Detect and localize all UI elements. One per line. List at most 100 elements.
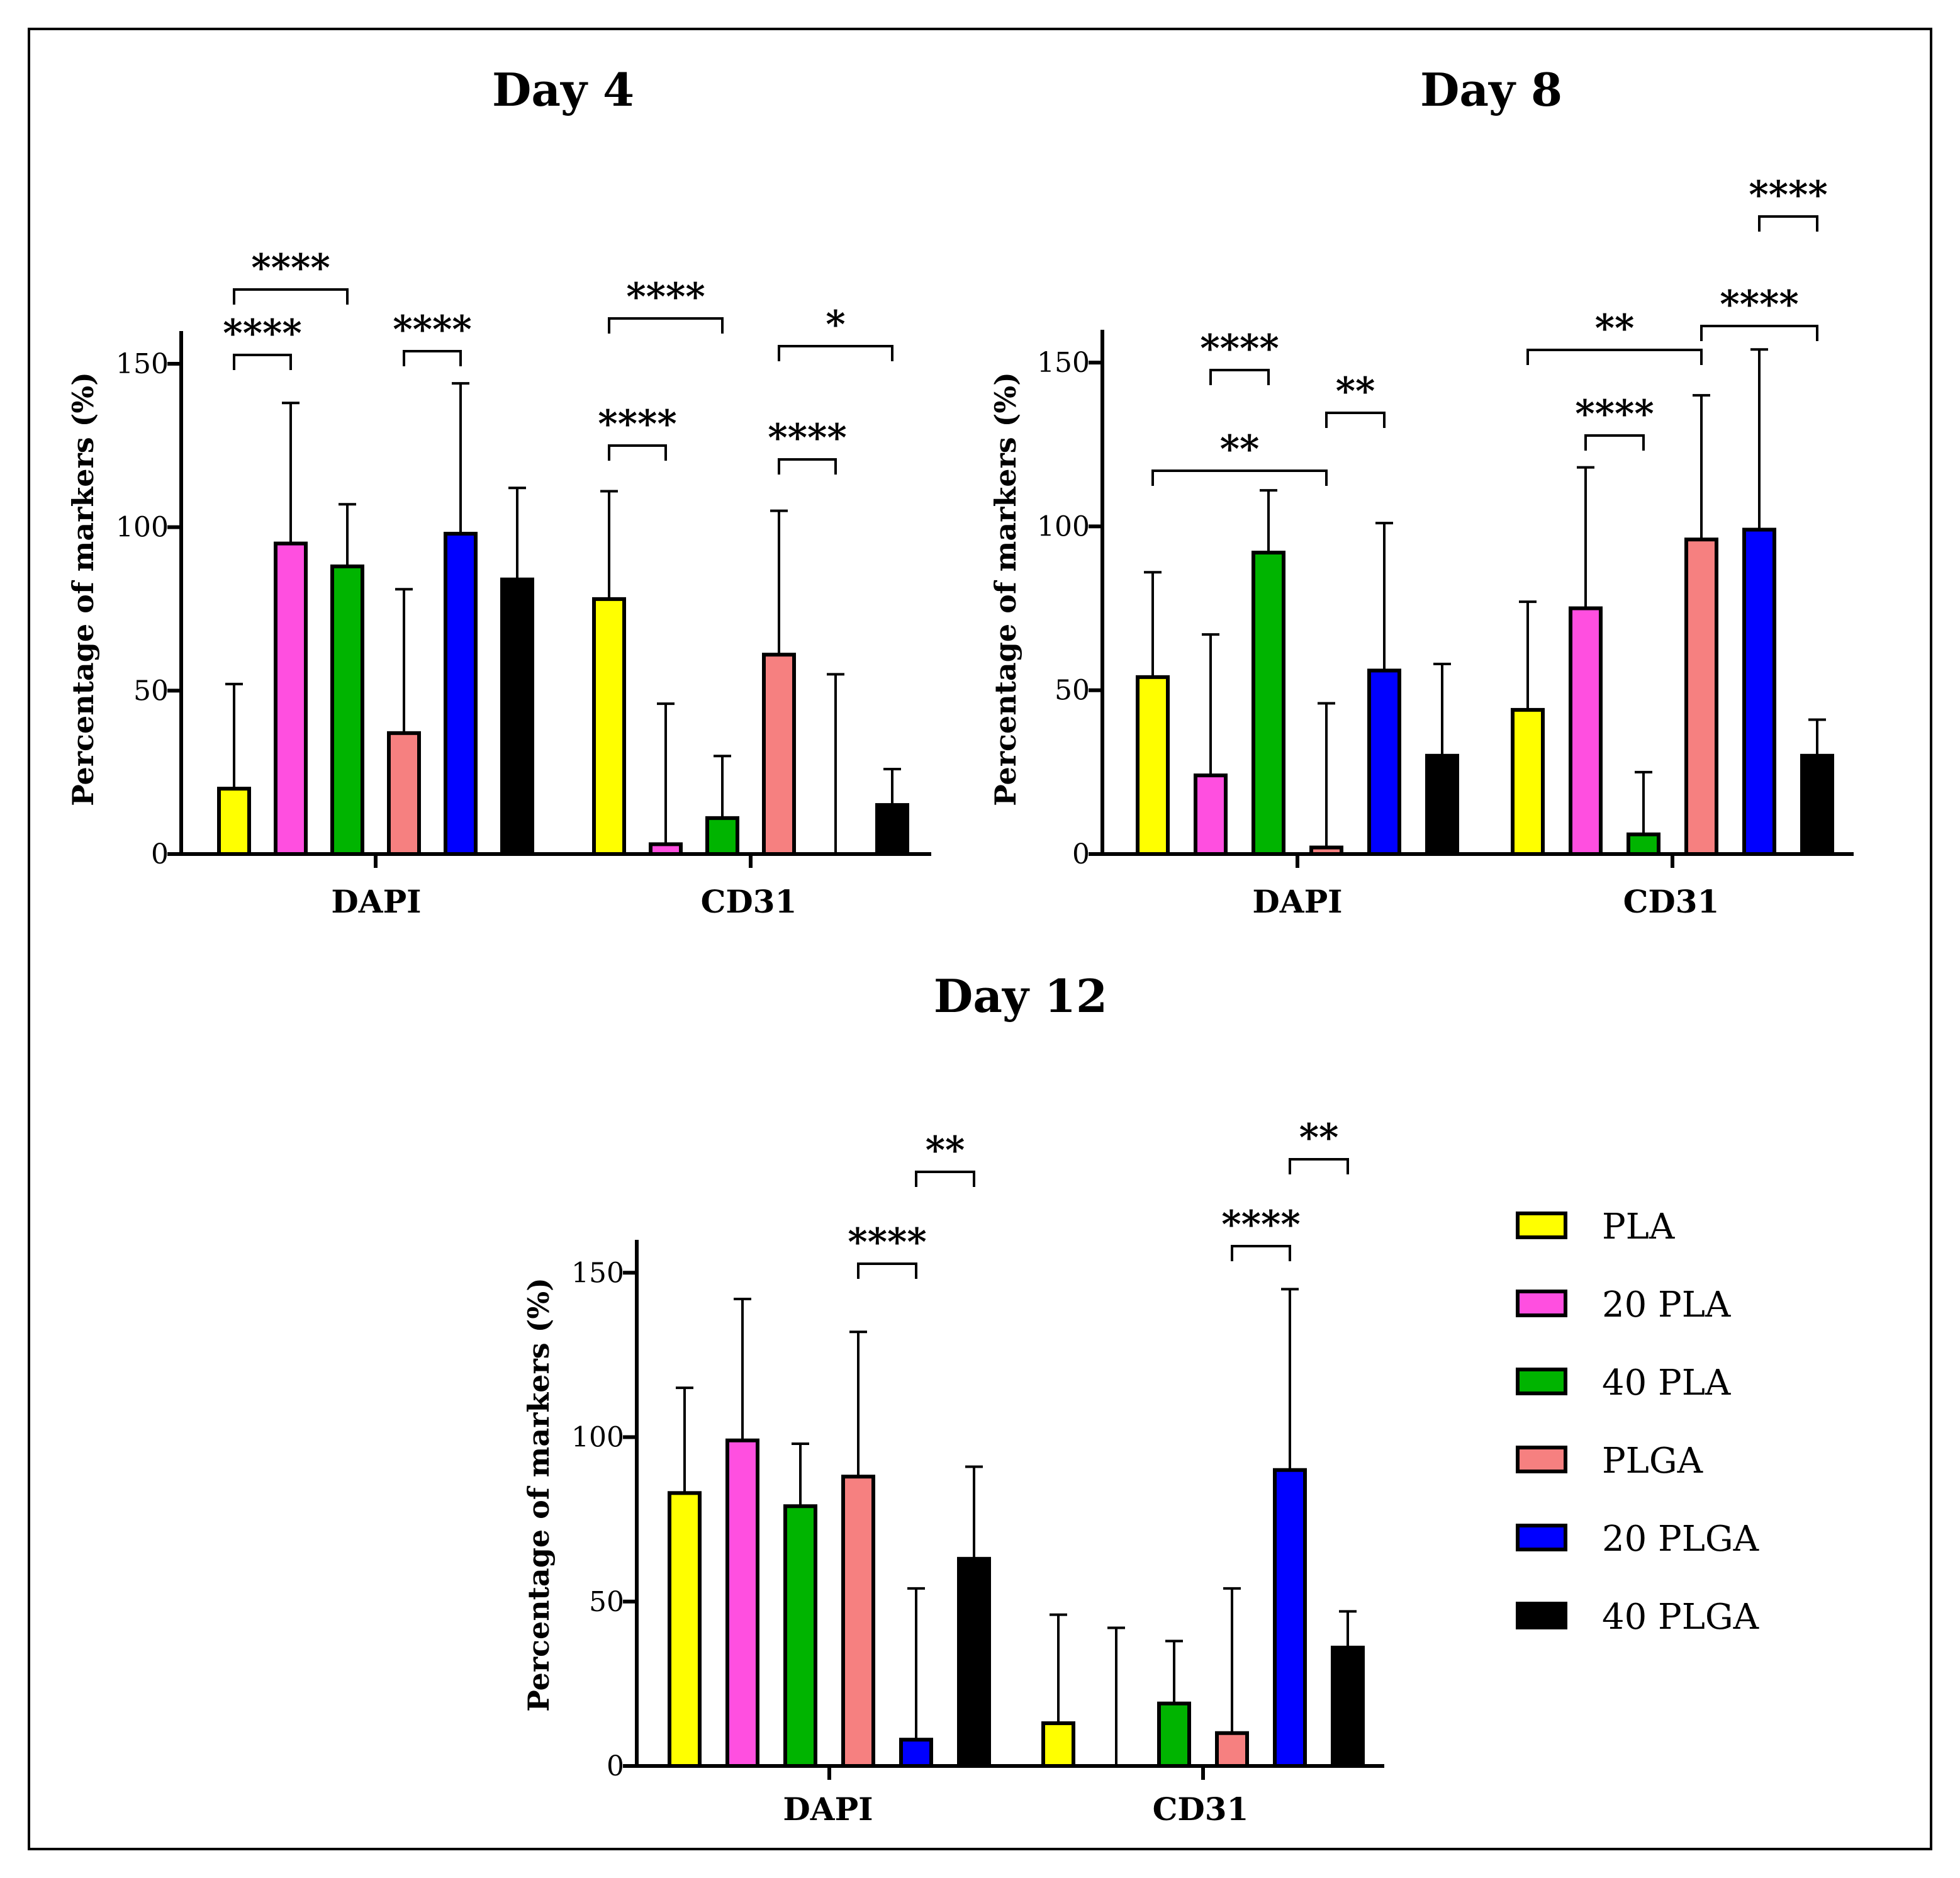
significance-bracket	[857, 1262, 917, 1279]
figure-frame	[28, 28, 1932, 1850]
legend-swatch	[1516, 1368, 1567, 1395]
bar	[444, 532, 478, 856]
significance-label: ****	[1720, 283, 1799, 327]
significance-bracket	[1231, 1245, 1291, 1261]
chart-day-4: Day 4 Percentage of markers (%) DAPI CD3…	[66, 63, 931, 920]
significance-bracket	[1209, 369, 1270, 385]
bar	[1425, 753, 1459, 856]
bar	[783, 1504, 817, 1768]
x-category-label: DAPI	[331, 883, 421, 920]
bar	[957, 1556, 991, 1768]
legend-item: PLA	[1516, 1206, 1675, 1247]
bar	[1041, 1721, 1075, 1768]
bar	[1194, 773, 1228, 857]
significance-bracket	[1758, 215, 1818, 232]
bar	[500, 577, 534, 856]
significance-bracket	[1325, 412, 1386, 428]
bar	[899, 1738, 933, 1768]
bar	[1684, 537, 1718, 856]
significance-label: ****	[626, 275, 705, 319]
significance-bracket	[778, 458, 837, 475]
significance-label: **	[1220, 427, 1260, 471]
legend-item: 40 PLA	[1516, 1363, 1731, 1403]
significance-bracket	[778, 345, 893, 361]
legend-swatch	[1516, 1212, 1567, 1239]
bar	[705, 816, 739, 857]
chart-title: Day 12	[934, 969, 1107, 1023]
significance-bracket	[1151, 470, 1328, 486]
y-tick-label: 50	[133, 675, 169, 707]
bar	[1800, 753, 1834, 856]
chart-title: Day 4	[492, 63, 634, 116]
legend-swatch	[1516, 1446, 1567, 1473]
significance-label: ****	[1200, 327, 1279, 371]
bar	[1742, 527, 1776, 856]
bar	[875, 803, 909, 856]
y-tick-label: 100	[571, 1422, 624, 1454]
significance-label: ****	[598, 402, 677, 446]
bar	[1136, 675, 1170, 857]
y-tick-label: 0	[1072, 838, 1090, 870]
bar	[274, 541, 308, 856]
bar	[668, 1491, 702, 1768]
legend-label: PLGA	[1602, 1441, 1703, 1482]
y-axis-label: Percentage of markers (%)	[988, 372, 1022, 806]
y-tick-label: 150	[1037, 347, 1090, 379]
significance-bracket	[233, 354, 292, 370]
x-category-label: DAPI	[783, 1791, 873, 1828]
legend-item: 40 PLGA	[1516, 1597, 1759, 1638]
bar	[1367, 668, 1401, 856]
x-category-label: CD31	[1623, 883, 1720, 920]
chart-title: Day 8	[1420, 63, 1562, 116]
chart-day-8: Day 8 Percentage of markers (%) DAPI CD3…	[988, 63, 1854, 920]
y-axis-label: Percentage of markers (%)	[522, 1278, 556, 1712]
significance-label: ****	[223, 312, 302, 356]
bar	[762, 653, 796, 857]
bar	[841, 1475, 875, 1768]
bar	[330, 564, 364, 856]
bar	[1309, 845, 1343, 857]
significance-label: ****	[1749, 173, 1828, 217]
y-tick-label: 50	[1055, 675, 1090, 707]
significance-label: **	[926, 1128, 965, 1172]
significance-bracket	[403, 350, 462, 366]
significance-bracket	[1289, 1158, 1349, 1174]
bar	[725, 1438, 759, 1768]
significance-label: ****	[251, 246, 330, 290]
bar	[217, 787, 251, 856]
bar	[1627, 832, 1660, 856]
bar	[1569, 606, 1603, 856]
significance-bracket	[915, 1171, 975, 1187]
legend-swatch	[1516, 1290, 1567, 1317]
significance-label: ****	[1221, 1203, 1301, 1247]
legend-label: 20 PLA	[1602, 1285, 1731, 1325]
bar	[1273, 1468, 1307, 1768]
y-tick-label: 100	[1037, 510, 1090, 543]
bar	[1215, 1731, 1249, 1768]
significance-bracket	[608, 317, 724, 334]
significance-label: ****	[1575, 392, 1654, 436]
significance-label: **	[1595, 306, 1635, 351]
bar	[592, 597, 626, 856]
bar	[649, 842, 683, 856]
bar	[1157, 1701, 1191, 1768]
legend-item: 20 PLA	[1516, 1285, 1731, 1325]
bar	[1252, 551, 1285, 857]
chart-day-12: Day 12 Percentage of markers (%) DAPI CD…	[522, 969, 1384, 1828]
y-tick-label: 100	[116, 512, 169, 544]
significance-label: **	[1336, 369, 1375, 413]
bar	[1511, 707, 1545, 857]
legend-label: 20 PLGA	[1602, 1519, 1759, 1560]
bar	[387, 731, 421, 857]
y-axis-label: Percentage of markers (%)	[66, 372, 100, 806]
legend-swatch	[1516, 1524, 1567, 1551]
significance-bracket	[608, 444, 667, 461]
y-tick-label: 0	[151, 838, 169, 870]
significance-label: *	[826, 303, 845, 347]
y-tick-label: 50	[589, 1586, 624, 1618]
x-category-label: DAPI	[1252, 883, 1342, 920]
significance-label: **	[1299, 1116, 1339, 1160]
legend-label: 40 PLGA	[1602, 1597, 1759, 1638]
y-tick-label: 150	[571, 1257, 624, 1289]
